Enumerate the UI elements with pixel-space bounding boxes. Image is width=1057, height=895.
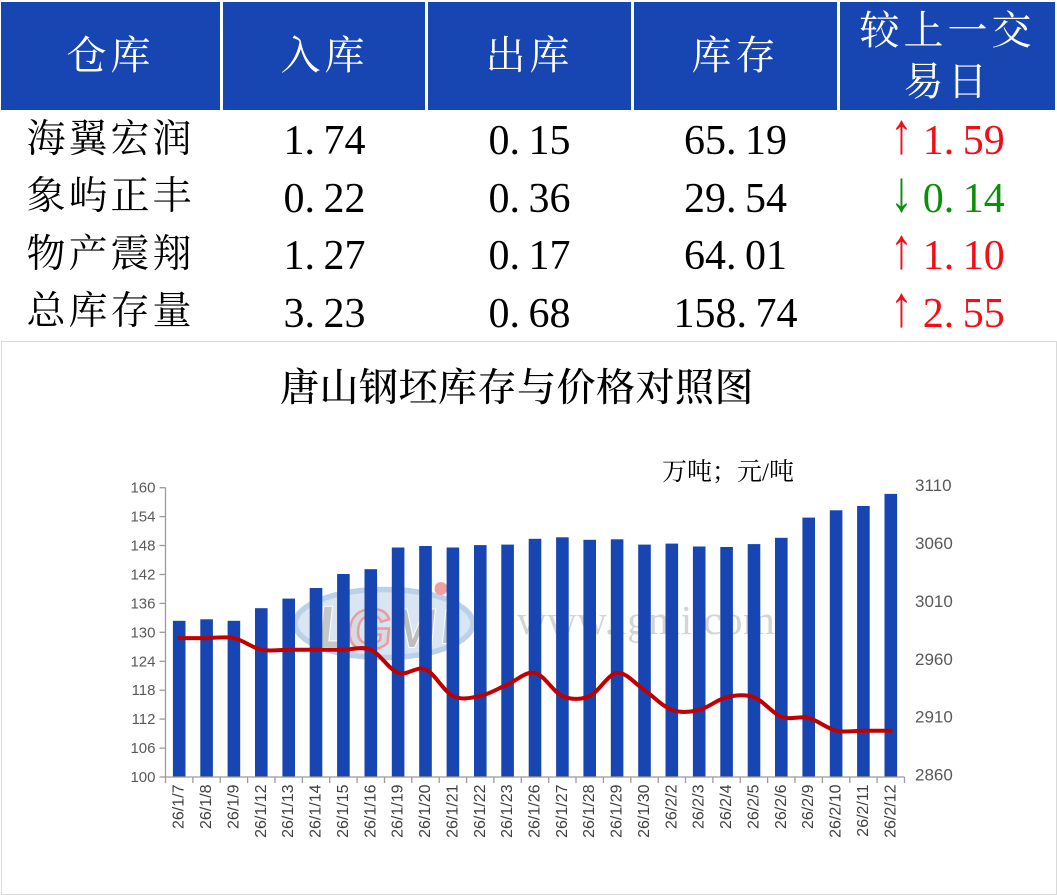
svg-text:26/1/21: 26/1/21 [444,784,461,837]
svg-text:26/2/9: 26/2/9 [800,784,817,829]
svg-text:112: 112 [132,711,156,728]
svg-text:2910: 2910 [915,708,953,727]
svg-text:26/1/16: 26/1/16 [362,784,379,837]
svg-text:26/2/5: 26/2/5 [746,784,763,829]
svg-text:26/1/23: 26/1/23 [499,784,516,837]
svg-text:136: 136 [130,595,155,612]
svg-text:26/1/8: 26/1/8 [198,784,215,829]
svg-text:2860: 2860 [915,766,953,785]
svg-text:26/1/22: 26/1/22 [472,784,489,837]
svg-text:154: 154 [130,509,155,526]
svg-text:26/1/9: 26/1/9 [225,784,242,829]
svg-text:26/2/12: 26/2/12 [882,784,899,837]
svg-text:3110: 3110 [915,476,952,495]
svg-text:26/1/27: 26/1/27 [554,784,571,837]
svg-text:2960: 2960 [915,650,953,669]
svg-text:26/1/12: 26/1/12 [253,784,270,837]
svg-text:26/1/29: 26/1/29 [609,784,626,837]
svg-text:100: 100 [130,769,155,786]
svg-text:26/1/28: 26/1/28 [581,784,598,837]
svg-text:3010: 3010 [915,592,953,611]
svg-text:124: 124 [130,653,155,670]
svg-text:26/1/20: 26/1/20 [417,784,434,837]
svg-text:130: 130 [130,624,155,641]
svg-text:26/1/19: 26/1/19 [390,784,407,837]
svg-text:26/1/7: 26/1/7 [171,784,188,829]
svg-text:万吨；元/吨: 万吨；元/吨 [662,458,794,486]
svg-text:160: 160 [130,480,155,497]
svg-text:26/1/30: 26/1/30 [636,784,653,837]
svg-text:3060: 3060 [915,534,953,553]
svg-text:26/2/3: 26/2/3 [691,784,708,829]
svg-text:106: 106 [130,740,155,757]
svg-text:26/2/10: 26/2/10 [828,784,845,837]
svg-text:26/1/26: 26/1/26 [527,784,544,837]
svg-text:唐山钢坯库存与价格对照图: 唐山钢坯库存与价格对照图 [280,367,754,410]
svg-text:26/2/11: 26/2/11 [855,784,872,836]
svg-text:148: 148 [130,538,155,555]
svg-text:26/2/6: 26/2/6 [773,784,790,829]
svg-text:26/1/13: 26/1/13 [280,784,297,837]
svg-text:26/2/4: 26/2/4 [718,784,735,829]
svg-text:26/2/2: 26/2/2 [663,784,680,829]
svg-text:26/1/14: 26/1/14 [308,784,325,837]
svg-text:26/1/15: 26/1/15 [335,784,352,837]
svg-text:118: 118 [132,682,156,699]
svg-text:142: 142 [130,567,155,584]
